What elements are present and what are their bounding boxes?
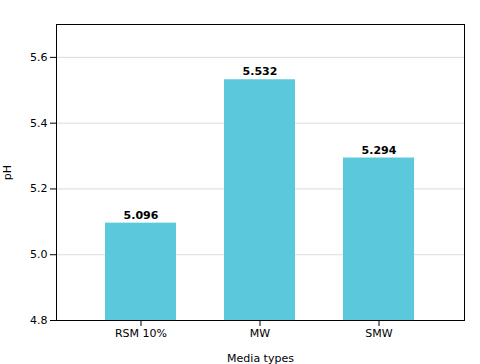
svg-text:5.2: 5.2 bbox=[30, 182, 48, 195]
svg-text:4.8: 4.8 bbox=[30, 314, 48, 327]
svg-text:pH: pH bbox=[1, 165, 14, 180]
svg-text:5.294: 5.294 bbox=[362, 144, 397, 157]
svg-text:5.096: 5.096 bbox=[124, 209, 159, 222]
svg-text:5.0: 5.0 bbox=[30, 248, 48, 261]
svg-text:5.4: 5.4 bbox=[30, 117, 48, 130]
svg-text:MW: MW bbox=[250, 327, 270, 340]
svg-text:SMW: SMW bbox=[365, 327, 392, 340]
svg-text:5.6: 5.6 bbox=[30, 51, 48, 64]
svg-text:Media types: Media types bbox=[227, 352, 294, 364]
svg-text:5.532: 5.532 bbox=[243, 65, 278, 78]
svg-text:RSM 10%: RSM 10% bbox=[115, 327, 167, 340]
